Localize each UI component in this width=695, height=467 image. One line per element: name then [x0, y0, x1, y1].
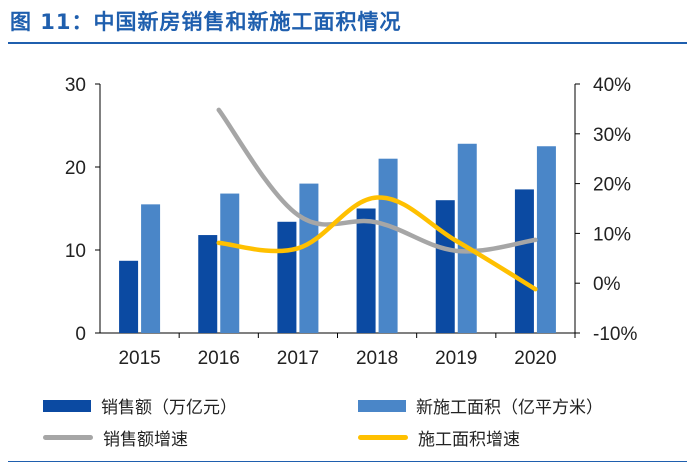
- line-sales-growth: [216, 107, 538, 254]
- bar-sales: [435, 200, 455, 333]
- legend-label-construction: 新施工面积（亿平方米）: [416, 398, 603, 418]
- legend-swatch-construction: [358, 399, 406, 412]
- right-tick-label: 10%: [593, 224, 631, 245]
- bar-construction: [457, 143, 477, 333]
- legend-label-sales: 销售额（万亿元）: [101, 398, 237, 418]
- bar-sales: [119, 260, 139, 333]
- right-tick-label: 20%: [593, 175, 631, 196]
- legend-swatch-sales-growth: [43, 435, 93, 440]
- line-construction-growth: [216, 195, 538, 292]
- bar-sales: [277, 221, 297, 333]
- bar-construction: [378, 158, 398, 333]
- x-tick-label: 2016: [198, 348, 240, 369]
- bar-construction: [299, 183, 319, 333]
- x-tick-label: 2017: [277, 348, 319, 369]
- bar-construction: [220, 193, 240, 333]
- x-tick-label: 2018: [356, 348, 398, 369]
- right-tick-label: 40%: [593, 75, 631, 96]
- x-tick-label: 2019: [435, 348, 477, 369]
- left-tick-label: 20: [65, 158, 86, 179]
- bar-sales: [514, 189, 534, 333]
- legend-sales-growth: 销售额增速: [43, 425, 188, 450]
- legend-label-sales-growth: 销售额增速: [103, 430, 188, 450]
- legend-swatch-construction-growth: [358, 435, 408, 440]
- right-tick-label: 0%: [593, 274, 621, 295]
- right-tick-label: -10%: [593, 324, 637, 345]
- figure-title: 图 11：中国新房销售和新施工面积情况: [10, 10, 402, 34]
- bar-sales: [198, 235, 218, 333]
- legend-sales: 销售额（万亿元）: [43, 393, 237, 418]
- title-rule: [8, 42, 687, 44]
- legend-label-construction-growth: 施工面积增速: [418, 430, 520, 450]
- legend-construction-growth: 施工面积增速: [358, 425, 520, 450]
- left-tick-label: 30: [65, 75, 86, 96]
- bar-sales: [356, 208, 376, 333]
- bar-construction: [141, 204, 161, 333]
- legend-construction: 新施工面积（亿平方米）: [358, 393, 603, 418]
- left-tick-label: 0: [75, 324, 86, 345]
- right-tick-label: 30%: [593, 125, 631, 146]
- x-tick-label: 2020: [514, 348, 556, 369]
- x-tick-label: 2015: [118, 348, 160, 369]
- left-tick-label: 10: [65, 241, 86, 262]
- legend-swatch-sales: [43, 399, 91, 412]
- bottom-rule: [8, 461, 687, 462]
- bar-construction: [536, 146, 556, 333]
